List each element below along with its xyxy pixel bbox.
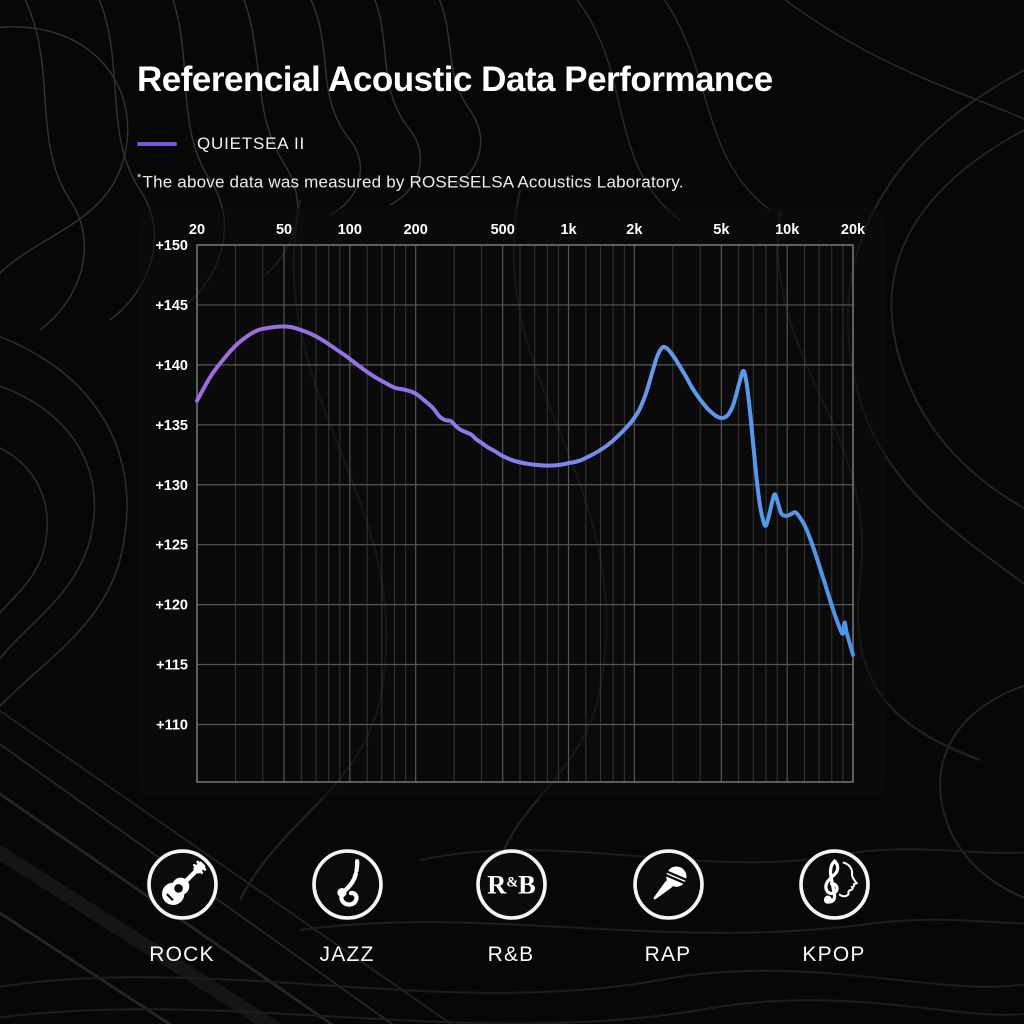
x-axis-tick-labels: 20 50 100 200 500 1k 2k 5k 10k 20k	[189, 222, 866, 238]
legend-label: QUIETSEA II	[197, 134, 305, 153]
contour-bottom-waves	[0, 848, 1024, 1024]
measurement-note: *The above data was measured by ROSESELS…	[137, 172, 684, 193]
grid-horizontal	[197, 244, 853, 726]
y-tick-+110: +110	[156, 718, 188, 734]
x-tick-500: 500	[491, 222, 515, 238]
plot-border	[196, 244, 854, 783]
note-asterisk: *	[137, 172, 142, 184]
contour-topleft	[0, 0, 482, 331]
x-tick-10k: 10k	[775, 222, 800, 238]
x-tick-100: 100	[338, 222, 362, 238]
legend-line-swatch	[137, 142, 177, 146]
y-tick-+145: +145	[155, 298, 188, 314]
y-tick-+135: +135	[155, 418, 188, 434]
note-text: The above data was measured by ROSESELSA…	[142, 172, 684, 192]
fr-curve-quietsea-ii	[195, 324, 855, 657]
x-tick-20: 20	[189, 222, 205, 238]
frequency-response-chart: 20 50 100 200 500 1k 2k 5k 10k 20k +150 +145 +140 +13…	[155, 222, 866, 783]
y-tick-+120: +120	[155, 598, 188, 614]
chart-legend: QUIETSEA II	[137, 134, 305, 154]
y-tick-+130: +130	[155, 478, 188, 494]
grid-minor-vertical	[235, 245, 844, 782]
x-tick-2k: 2k	[626, 222, 643, 238]
contour-left	[0, 336, 128, 708]
grid-major-vertical	[196, 245, 854, 782]
contour-top-mid	[576, 0, 1024, 221]
y-tick-+140: +140	[155, 358, 188, 374]
x-tick-50: 50	[276, 222, 292, 238]
x-tick-20k: 20k	[841, 222, 866, 238]
chart-panel: 20 50 100 200 500 1k 2k 5k 10k 20k +150 +145 +140 +13…	[138, 208, 886, 798]
x-tick-5k: 5k	[713, 222, 730, 238]
x-tick-200: 200	[404, 222, 428, 238]
y-tick-+115: +115	[156, 658, 188, 674]
y-tick-+125: +125	[155, 538, 188, 554]
y-axis-tick-labels: +150 +145 +140 +135 +130 +125 +120 +115 +110	[155, 238, 188, 733]
x-tick-1k: 1k	[560, 222, 577, 238]
y-tick-+150: +150	[155, 238, 188, 254]
page-title: Referencial Acoustic Data Performance	[137, 60, 773, 99]
